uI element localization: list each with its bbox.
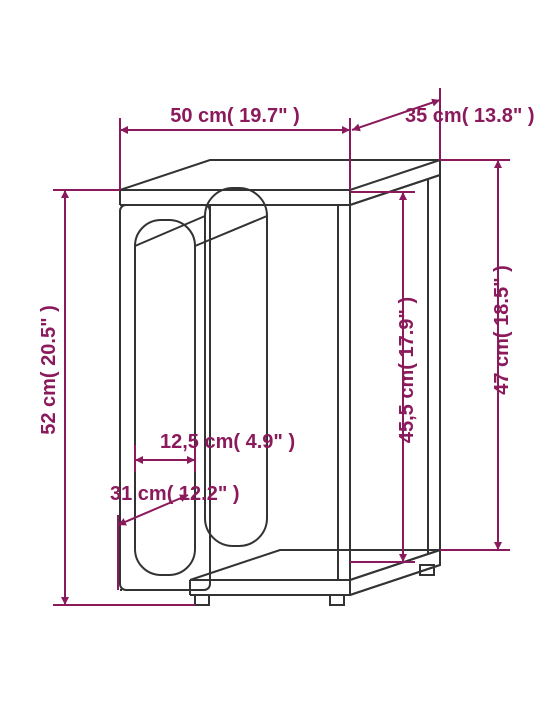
- label-shelf-depth: 31 cm( 12.2" ): [110, 483, 240, 505]
- label-inner-width: 12,5 cm( 4.9" ): [160, 431, 295, 453]
- label-top-width: 50 cm( 19.7" ): [170, 105, 300, 127]
- label-right-height: 47 cm( 18.5" ): [491, 265, 513, 395]
- dimension-diagram: 50 cm( 19.7" ) 35 cm( 13.8" ) 52 cm( 20.…: [0, 0, 540, 720]
- label-left-height: 52 cm( 20.5" ): [38, 305, 60, 435]
- label-top-depth: 35 cm( 13.8" ): [405, 105, 535, 127]
- label-inner-height: 45,5 cm( 17.9" ): [396, 297, 418, 443]
- furniture-outline: [120, 160, 440, 605]
- dimension-annotations: 50 cm( 19.7" ) 35 cm( 13.8" ) 52 cm( 20.…: [38, 88, 535, 605]
